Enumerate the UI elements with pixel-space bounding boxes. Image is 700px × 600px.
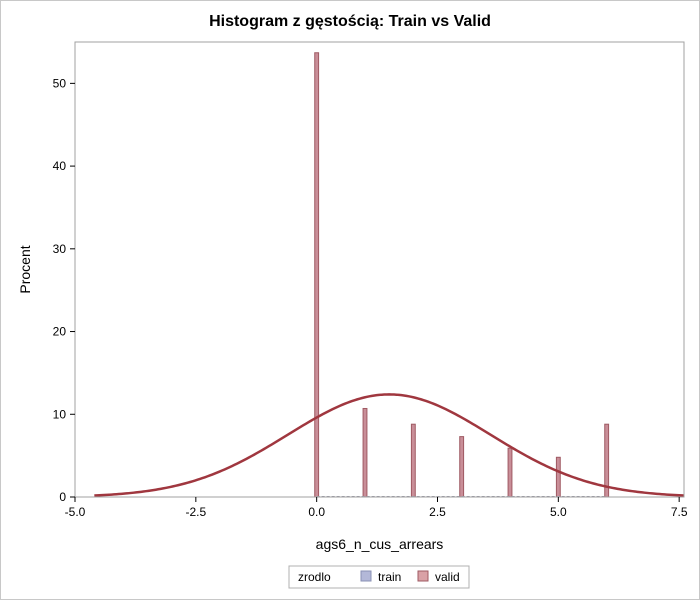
legend-swatch-train — [360, 570, 372, 582]
x-tick-label: -5.0 — [65, 505, 86, 519]
x-tick-label: 0.0 — [308, 505, 325, 519]
bar-0 — [314, 52, 320, 498]
x-tick-label: 2.5 — [429, 505, 446, 519]
legend-label-train: train — [378, 570, 401, 584]
bar-1 — [362, 407, 368, 498]
x-tick-label: -2.5 — [185, 505, 206, 519]
y-tick-label: 20 — [53, 325, 67, 339]
x-tick-label: 7.5 — [671, 505, 688, 519]
y-tick-label: 0 — [59, 490, 66, 504]
density-curve-valid — [94, 393, 685, 497]
x-tick-label: 5.0 — [550, 505, 567, 519]
bar-3 — [459, 436, 465, 498]
y-tick-label: 50 — [53, 76, 67, 90]
y-tick-label: 40 — [53, 159, 67, 173]
chart-title: Histogram z gęstością: Train vs Valid — [209, 13, 491, 30]
bars-group — [314, 52, 610, 498]
legend: zrodlo train valid — [288, 565, 470, 589]
y-axis-label: Procent — [17, 245, 33, 293]
bar-4 — [507, 447, 513, 498]
legend-label-valid: valid — [435, 570, 460, 584]
plot-area-frame — [74, 41, 685, 498]
bar-5 — [555, 456, 561, 498]
bar-2 — [410, 423, 416, 498]
y-tick-label: 30 — [53, 242, 67, 256]
legend-title: zrodlo — [298, 570, 331, 584]
legend-swatch-valid — [417, 570, 429, 582]
y-axis-ticks: 0 10 20 30 40 50 — [53, 76, 75, 504]
x-axis-ticks: -5.0 -2.5 0.0 2.5 5.0 7.5 — [65, 497, 688, 519]
y-tick-label: 10 — [53, 407, 67, 421]
x-axis-label: ags6_n_cus_arrears — [316, 536, 444, 552]
